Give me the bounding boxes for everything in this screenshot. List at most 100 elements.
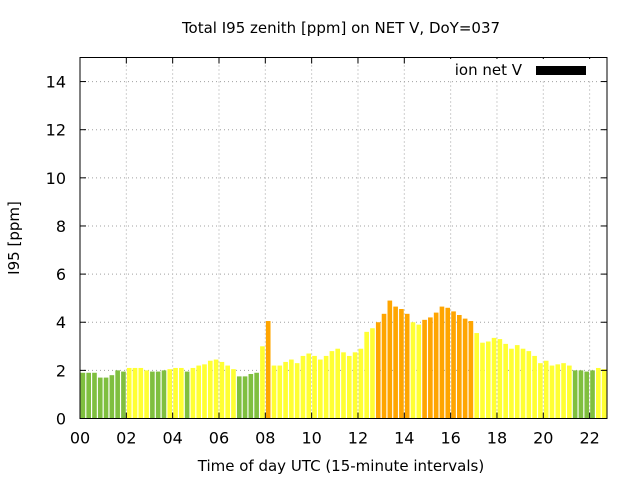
bar — [375, 322, 381, 419]
legend-label: ion net V — [455, 61, 523, 79]
bar — [532, 355, 537, 419]
bar — [601, 369, 607, 419]
bar — [144, 370, 149, 419]
bar — [92, 372, 97, 419]
bar — [445, 307, 451, 419]
y-tick-label: 12 — [46, 121, 66, 140]
y-axis-label: I95 [ppm] — [5, 201, 23, 275]
bar — [346, 355, 352, 419]
bar — [428, 317, 433, 419]
bar — [555, 364, 561, 419]
bar — [109, 375, 115, 419]
bar — [538, 363, 543, 419]
bar — [80, 372, 86, 419]
plot-frame — [79, 57, 608, 419]
bar — [312, 355, 317, 419]
x-tick-label: 14 — [394, 429, 414, 448]
bar — [572, 370, 578, 419]
bar — [364, 331, 369, 419]
bar — [115, 370, 120, 419]
bar — [300, 355, 306, 419]
bar — [329, 351, 335, 419]
bar — [248, 373, 254, 419]
x-tick-label: 06 — [209, 429, 229, 448]
bar — [335, 348, 341, 419]
bar — [393, 306, 398, 419]
bar — [416, 324, 422, 419]
bar — [213, 359, 219, 419]
x-tick-label: 20 — [533, 429, 553, 448]
bar — [526, 351, 532, 419]
bar — [196, 365, 202, 419]
chart-title: Total I95 zenith [ppm] on NET V, DoY=037 — [181, 19, 500, 37]
y-tick-label: 0 — [56, 410, 66, 429]
bar — [150, 371, 155, 419]
y-tick-label: 14 — [46, 73, 66, 92]
bar — [480, 342, 485, 419]
bar — [497, 339, 503, 419]
bar — [352, 352, 358, 419]
bar — [323, 355, 329, 419]
bar — [387, 300, 393, 419]
bar — [567, 365, 572, 419]
bar — [520, 348, 526, 419]
legend: ion net V — [428, 59, 604, 81]
bar — [457, 315, 462, 419]
bar — [271, 365, 277, 419]
bar — [265, 321, 271, 419]
bar — [132, 367, 138, 419]
x-tick-label: 00 — [70, 429, 90, 448]
bar — [561, 363, 566, 419]
x-tick-label: 16 — [440, 429, 460, 448]
bar — [190, 367, 196, 419]
y-tick-label: 4 — [56, 313, 66, 332]
bar — [306, 353, 312, 419]
bar — [179, 367, 184, 419]
bar — [231, 369, 236, 419]
bar — [503, 343, 508, 419]
bar — [126, 367, 132, 419]
bar — [236, 376, 242, 419]
bar — [161, 370, 167, 419]
bar — [103, 377, 109, 419]
bar — [173, 367, 178, 419]
bar — [468, 321, 474, 419]
bar — [242, 376, 248, 419]
bar — [404, 313, 410, 419]
legend-background — [428, 59, 604, 81]
y-tick-label: 6 — [56, 265, 66, 284]
bar — [202, 364, 207, 419]
x-tick-label: 08 — [255, 429, 275, 448]
bars-group — [80, 300, 607, 419]
bar — [138, 367, 144, 419]
x-tick-label: 10 — [301, 429, 321, 448]
bar — [155, 371, 161, 419]
bar — [289, 359, 294, 419]
bar — [451, 311, 456, 419]
grid-lines — [80, 57, 607, 419]
bar — [341, 352, 346, 419]
bar — [283, 361, 288, 419]
bar — [596, 367, 601, 419]
bar — [294, 363, 300, 419]
bar — [485, 341, 491, 419]
bar — [578, 370, 584, 419]
bar — [97, 377, 103, 419]
y-tick-label: 10 — [46, 169, 66, 188]
bar — [219, 361, 225, 419]
bar — [254, 372, 259, 419]
x-tick-label: 12 — [348, 429, 368, 448]
bar — [399, 309, 404, 419]
bar — [318, 359, 323, 419]
bar — [207, 360, 213, 419]
bar — [260, 346, 265, 419]
bar — [381, 313, 387, 419]
bar — [549, 365, 555, 419]
x-tick-label: 22 — [579, 429, 599, 448]
bar — [277, 365, 283, 419]
bar — [433, 312, 439, 419]
bar — [422, 319, 427, 419]
x-tick-label: 18 — [487, 429, 507, 448]
bar — [225, 365, 230, 419]
